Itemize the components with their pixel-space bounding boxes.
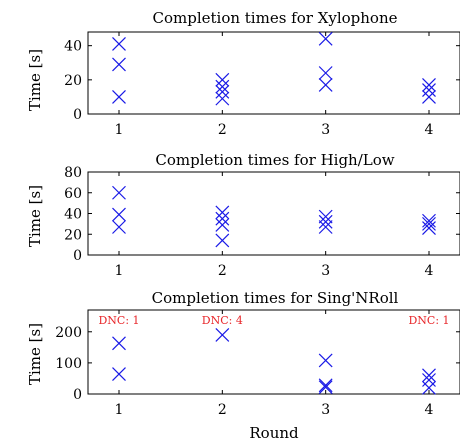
x-tick-label: 4 (425, 263, 434, 279)
data-point-x-marker (422, 368, 436, 383)
chart-title: Completion times for Sing'NRoll (152, 289, 399, 307)
data-point-x-marker (112, 185, 126, 200)
data-points (112, 327, 436, 395)
y-tick-label: 0 (73, 107, 82, 123)
y-axis-label: Time [s] (26, 323, 44, 385)
plot-area (87, 171, 460, 256)
data-point-x-marker (318, 380, 333, 395)
x-tick-label: 2 (218, 263, 227, 279)
y-ticks: 0 100 200 (55, 325, 460, 403)
data-point-x-marker (318, 353, 333, 368)
data-point-x-marker (215, 217, 230, 232)
x-tick-label: 3 (321, 402, 330, 418)
data-point-x-marker (215, 72, 230, 87)
data-point-x-marker (215, 91, 230, 106)
data-point-x-marker (318, 214, 333, 229)
data-point-x-marker (422, 221, 436, 235)
dnc-annotation: DNC: 1 (408, 314, 449, 327)
y-tick-label: 200 (55, 325, 82, 341)
y-tick-label: 40 (64, 39, 82, 55)
data-point-x-marker (215, 211, 230, 226)
y-axis-label: Time [s] (26, 185, 44, 247)
y-tick-label: 40 (64, 207, 82, 223)
x-tick-label: 1 (115, 263, 124, 279)
data-point-x-marker (112, 37, 126, 51)
data-point-x-marker (215, 84, 230, 99)
x-tick-label: 2 (218, 122, 227, 138)
data-point-x-marker (318, 66, 333, 80)
x-tick-label: 4 (425, 122, 434, 138)
y-tick-label: 20 (64, 73, 82, 89)
panel-singnroll: Completion times for Sing'NRoll Time [s]… (26, 289, 460, 442)
y-tick-label: 80 (64, 165, 82, 181)
x-tick-label: 2 (218, 402, 227, 418)
plot-area (87, 31, 460, 115)
data-point-x-marker (112, 220, 126, 234)
data-point-x-marker (215, 233, 230, 248)
x-tick-label: 3 (321, 122, 330, 138)
dnc-annotation: DNC: 4 (202, 314, 243, 327)
data-point-x-marker (318, 31, 333, 46)
data-point-x-marker (215, 327, 230, 342)
data-point-x-marker (422, 216, 436, 231)
dnc-annotation: DNC: 1 (98, 314, 139, 327)
x-tick-label: 4 (425, 402, 434, 418)
y-tick-label: 0 (73, 387, 82, 403)
chart-title: Completion times for Xylophone (152, 9, 397, 27)
x-tick-label: 1 (115, 122, 124, 138)
data-point-x-marker (422, 78, 436, 92)
data-point-x-marker (112, 89, 126, 104)
x-tick-label: 1 (115, 402, 124, 418)
x-ticks: 1 2 3 4 (115, 310, 434, 418)
data-point-x-marker (422, 373, 436, 387)
data-point-x-marker (112, 336, 126, 351)
data-points (112, 31, 436, 106)
data-point-x-marker (215, 205, 230, 220)
data-point-x-marker (318, 209, 333, 224)
data-point-x-marker (422, 380, 436, 395)
x-tick-label: 3 (321, 263, 330, 279)
y-axis-label: Time [s] (26, 49, 44, 111)
chart-title: Completion times for High/Low (155, 151, 394, 169)
data-point-x-marker (318, 378, 333, 393)
data-points (112, 185, 436, 248)
data-point-x-marker (422, 89, 436, 104)
y-ticks: 0 20 40 (64, 39, 460, 123)
data-point-x-marker (215, 79, 230, 94)
x-ticks: 1 2 3 4 (115, 32, 434, 138)
data-point-x-marker (112, 207, 126, 222)
plot-area (87, 309, 460, 395)
x-axis-label: Round (249, 424, 299, 442)
data-point-x-marker (112, 367, 126, 382)
data-point-x-marker (318, 220, 333, 234)
panel-high-low: Completion times for High/Low Time [s] 0… (26, 151, 460, 279)
data-point-x-marker (422, 83, 436, 98)
data-point-x-marker (318, 78, 333, 92)
x-ticks: 1 2 3 4 (115, 172, 434, 279)
panel-xylophone: Completion times for Xylophone Time [s] … (26, 9, 460, 138)
y-tick-label: 0 (73, 248, 82, 264)
data-point-x-marker (422, 213, 436, 228)
annotations: DNC: 1 DNC: 4 DNC: 1 (98, 314, 449, 327)
y-tick-label: 100 (55, 356, 82, 372)
y-tick-label: 20 (64, 227, 82, 243)
data-point-x-marker (112, 57, 126, 72)
y-ticks: 0 20 40 60 80 (64, 165, 460, 264)
y-tick-label: 60 (64, 186, 82, 202)
